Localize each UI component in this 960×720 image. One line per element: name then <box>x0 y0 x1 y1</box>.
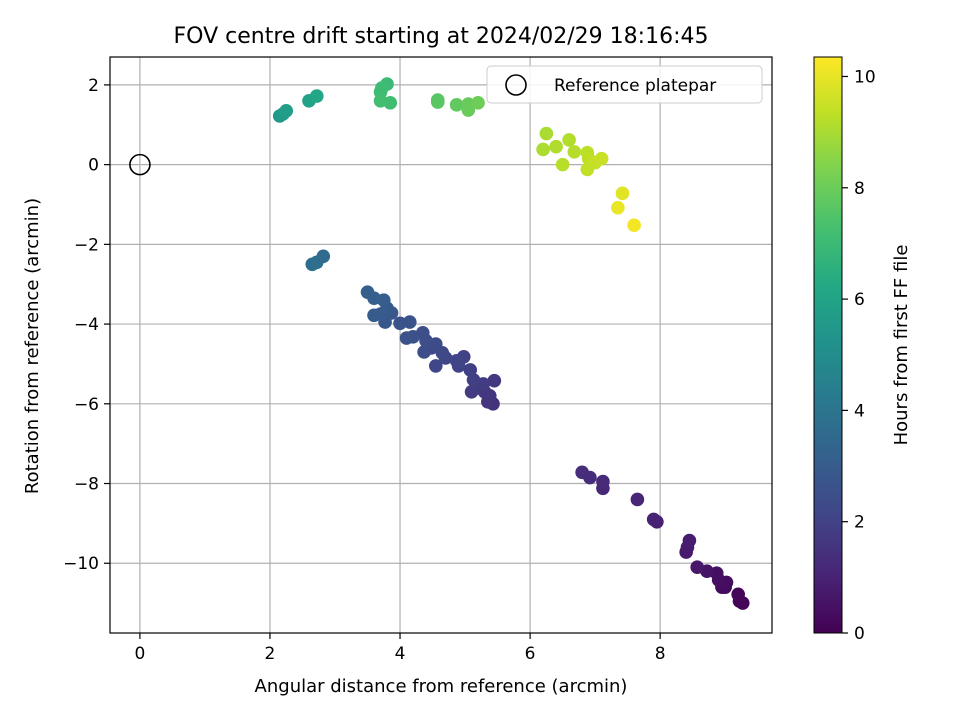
data-point-73 <box>536 142 550 157</box>
colorbar: 0 2 4 6 8 10 Hours from first FF file <box>813 56 912 644</box>
legend: Reference platepar <box>486 65 763 104</box>
y-tick-label-4: −6 <box>74 395 99 415</box>
colorbar-tick-label-2: 4 <box>854 401 865 421</box>
x-tick-label-1: 2 <box>265 644 276 664</box>
y-tick-label-0: 2 <box>88 76 99 96</box>
data-point-76 <box>567 145 582 159</box>
data-point-44 <box>393 316 407 331</box>
data-point-38 <box>417 345 431 359</box>
data-point-74 <box>549 139 563 154</box>
y-axis-ticks: 2 0 −2 −4 −6 −8 −10 <box>63 76 110 574</box>
reference-platepar-marker <box>129 153 151 176</box>
legend-label-reference: Reference platepar <box>554 76 716 96</box>
data-point-14 <box>646 512 661 527</box>
data-point-82 <box>594 151 609 166</box>
data-point-24 <box>487 373 502 388</box>
data-point-26 <box>464 385 479 399</box>
data-point-32 <box>449 353 464 368</box>
data-point-65 <box>373 94 388 108</box>
data-point-17 <box>596 474 610 489</box>
x-tick-label-0: 0 <box>134 644 145 664</box>
y-tick-label-2: −2 <box>74 235 99 255</box>
data-point-55 <box>305 257 320 272</box>
y-tick-label-5: −8 <box>74 475 99 495</box>
data-point-58 <box>279 104 294 118</box>
axes-frame <box>109 56 773 634</box>
data-point-83 <box>615 186 630 201</box>
data-point-12 <box>682 533 697 548</box>
x-axis-label: Angular distance from reference (arcmin) <box>255 676 628 697</box>
colorbar-tick-label-4: 8 <box>854 179 865 199</box>
data-point-29 <box>463 363 478 377</box>
data-point-68 <box>449 98 464 112</box>
chart-title: FOV centre drift starting at 2024/02/29 … <box>174 24 709 49</box>
data-point-77 <box>555 157 570 172</box>
data-point-52 <box>360 285 375 299</box>
x-tick-label-2: 4 <box>395 644 406 664</box>
data-point-34 <box>428 359 443 373</box>
data-point-9 <box>690 560 705 575</box>
x-tick-label-4: 8 <box>655 644 666 664</box>
colorbar-tick-label-0: 0 <box>854 624 865 644</box>
colorbar-ticks: 0 2 4 6 8 10 <box>842 67 876 644</box>
data-point-2 <box>731 587 745 602</box>
data-point-42 <box>399 331 414 345</box>
colorbar-tick-label-1: 2 <box>854 513 865 533</box>
data-point-71 <box>471 96 485 110</box>
colorbar-tick-label-3: 6 <box>854 290 865 310</box>
colorbar-gradient <box>813 56 843 634</box>
colorbar-label: Hours from first FF file <box>891 245 912 446</box>
legend-marker-reference <box>505 74 527 96</box>
scatter-points <box>272 77 750 610</box>
reference-marker-layer <box>129 153 151 176</box>
x-axis-ticks: 0 2 4 6 8 <box>134 633 666 664</box>
data-point-85 <box>627 218 641 233</box>
y-tick-label-1: 0 <box>88 156 99 176</box>
legend-box <box>486 65 763 104</box>
data-point-19 <box>575 465 589 480</box>
data-point-60 <box>309 89 324 103</box>
data-point-84 <box>611 200 625 215</box>
data-point-67 <box>430 95 445 109</box>
y-axis-label: Rotation from reference (arcmin) <box>22 198 43 494</box>
data-point-75 <box>562 133 576 147</box>
data-point-72 <box>539 126 554 141</box>
grid-lines <box>110 57 772 633</box>
data-point-49 <box>367 308 381 323</box>
axes <box>109 56 773 634</box>
data-point-70 <box>461 103 476 117</box>
y-tick-label-6: −10 <box>63 554 99 574</box>
data-point-15 <box>630 492 645 507</box>
x-tick-label-3: 6 <box>525 644 536 664</box>
colorbar-tick-label-5: 10 <box>854 67 876 87</box>
y-tick-label-3: −4 <box>74 315 99 335</box>
